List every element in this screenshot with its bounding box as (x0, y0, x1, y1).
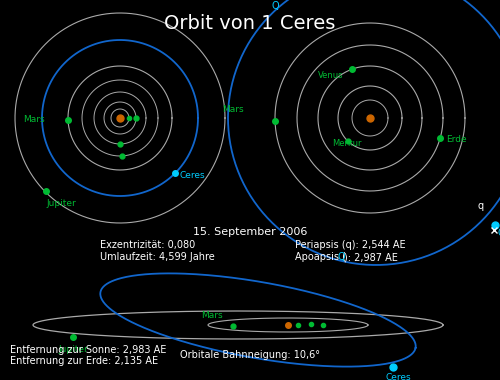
Text: Mars: Mars (202, 310, 223, 320)
Text: Orbit von 1 Ceres: Orbit von 1 Ceres (164, 14, 336, 33)
Text: Jupiter: Jupiter (46, 198, 76, 207)
Text: Mars: Mars (24, 116, 45, 125)
Text: Exzentrizität: 0,080: Exzentrizität: 0,080 (100, 240, 195, 250)
Text: Venus: Venus (318, 71, 344, 81)
Text: Q: Q (498, 228, 500, 238)
Text: Mars: Mars (222, 106, 244, 114)
Text: Merkur: Merkur (332, 138, 362, 147)
Text: Apoapsis (: Apoapsis ( (295, 252, 346, 262)
Text: Jupiter: Jupiter (58, 345, 88, 353)
Text: q: q (478, 201, 484, 211)
Text: Q: Q (271, 1, 279, 11)
Text: Erde: Erde (446, 136, 466, 144)
Text: Q: Q (337, 252, 344, 262)
Text: Orbitale Bahnneigung: 10,6°: Orbitale Bahnneigung: 10,6° (180, 350, 320, 360)
Text: ): 2,987 AE: ): 2,987 AE (344, 252, 398, 262)
Text: Entfernung zur Erde: 2,135 AE: Entfernung zur Erde: 2,135 AE (10, 356, 158, 366)
Text: Ceres: Ceres (180, 171, 206, 179)
Text: Umlaufzeit: 4,599 Jahre: Umlaufzeit: 4,599 Jahre (100, 252, 215, 262)
Text: Entfernung zur Sonne: 2,983 AE: Entfernung zur Sonne: 2,983 AE (10, 345, 166, 355)
Text: Periapsis (q): 2,544 AE: Periapsis (q): 2,544 AE (295, 240, 406, 250)
Text: Ceres: Ceres (385, 372, 411, 380)
Text: 15. September 2006: 15. September 2006 (193, 227, 307, 237)
